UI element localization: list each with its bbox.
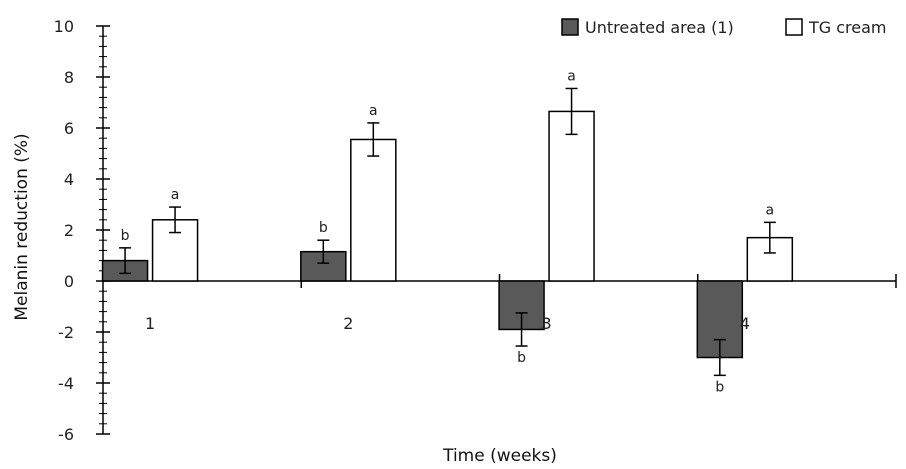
legend-label-untreated: Untreated area (1)	[585, 18, 734, 37]
y-tick-label: 10	[54, 17, 74, 36]
legend-label-tg-cream: TG cream	[808, 18, 887, 37]
y-tick-label: 2	[64, 221, 74, 240]
bar-tg-cream	[350, 138, 397, 282]
y-tick-label: 6	[64, 119, 74, 138]
significance-label: a	[369, 103, 378, 119]
x-tick-label: 4	[740, 314, 750, 333]
y-tick-label: 8	[64, 68, 74, 87]
significance-label: b	[517, 350, 526, 366]
bars: b b b b a a a a	[101, 68, 794, 395]
significance-label: b	[715, 379, 724, 395]
significance-label: a	[766, 202, 775, 218]
significance-label: b	[121, 228, 130, 244]
legend-swatch-untreated	[561, 18, 579, 36]
y-tick-label: 4	[64, 170, 74, 189]
bar-tg-cream	[548, 110, 595, 282]
significance-label: a	[171, 187, 180, 203]
x-tick-label: 2	[343, 314, 353, 333]
y-axis-title: Melanin reduction (%)	[12, 133, 32, 320]
bar-untreated	[498, 280, 545, 331]
y-tick-label: -6	[58, 425, 74, 444]
significance-label: a	[567, 68, 576, 84]
category-labels: 1 2 3 4	[145, 314, 750, 333]
x-tick-label: 1	[145, 314, 155, 333]
legend-swatch-tg-cream	[785, 18, 803, 36]
y-axis: -6 -4 -2 0 2 4 6 8 10	[54, 17, 110, 444]
x-tick-label: 3	[541, 314, 551, 333]
legend: Untreated area (1) TG cream	[561, 18, 887, 37]
y-tick-label: -4	[58, 374, 74, 393]
significance-label: b	[319, 220, 328, 236]
x-axis-title: Time (weeks)	[442, 446, 557, 466]
y-tick-label: 0	[64, 272, 74, 291]
y-tick-label: -2	[58, 323, 74, 342]
